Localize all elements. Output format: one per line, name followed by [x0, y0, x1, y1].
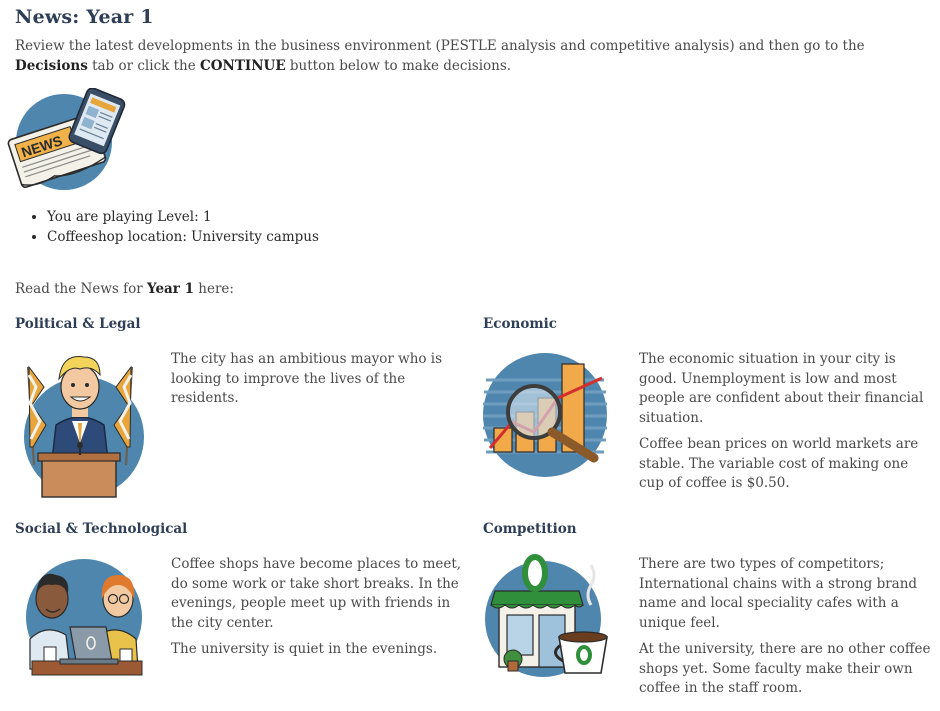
location-info: Coffeeshop location: University campus: [47, 227, 319, 247]
people-laptop-icon: [26, 559, 143, 676]
intro-text: Review the latest developments in the bu…: [15, 38, 865, 74]
economic-text: The economic situation in your city is g…: [639, 351, 924, 491]
magnifier-chart-icon: [483, 353, 607, 477]
political-legal-title: Political & Legal: [15, 316, 141, 332]
social-technological-text: Coffee shops have become places to meet,…: [171, 556, 462, 657]
game-info-list: You are playing Level: 1 Coffeeshop loca…: [27, 207, 319, 247]
decisions-tab-reference: Decisions: [15, 58, 88, 74]
economic-title: Economic: [483, 316, 557, 332]
mayor-podium-icon: [24, 355, 144, 498]
political-legal-text: The city has an ambitious mayor who is l…: [171, 351, 443, 406]
page-title: News: Year 1: [15, 6, 154, 28]
continue-button-reference: CONTINUE: [200, 58, 286, 74]
level-info: You are playing Level: 1: [47, 207, 319, 227]
social-technological-title: Social & Technological: [15, 521, 188, 537]
newspaper-phone-icon: NEWS: [7, 88, 126, 190]
competition-text: There are two types of competitors; Inte…: [639, 556, 931, 696]
coffeeshop-storefront-icon: [485, 554, 608, 677]
read-news-line: Read the News for Year 1 here:: [15, 281, 234, 297]
competition-title: Competition: [483, 521, 577, 537]
